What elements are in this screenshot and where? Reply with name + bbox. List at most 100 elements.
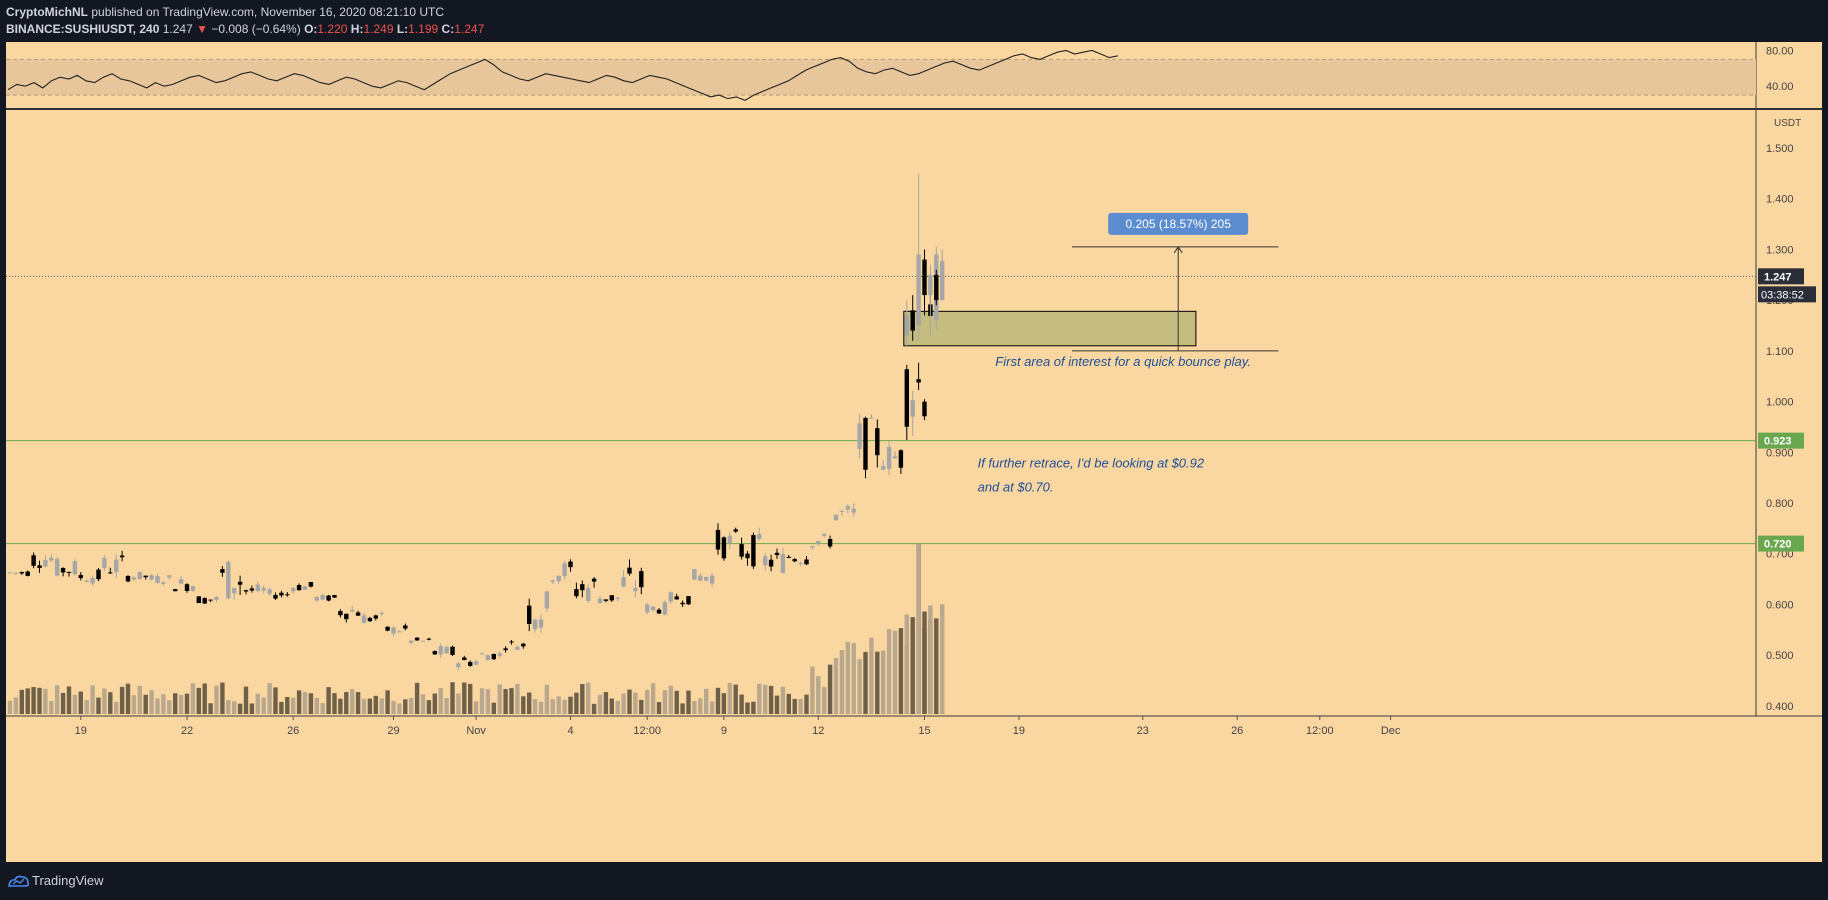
volume-bar [78, 691, 83, 714]
volume-bar [591, 703, 597, 714]
price-tick-label: 0.500 [1766, 650, 1794, 662]
candle-body [456, 663, 461, 668]
candle-body [621, 577, 626, 587]
volume-bar [361, 698, 367, 714]
volume-bar [226, 700, 231, 714]
volume-bar [37, 687, 42, 714]
candle-body [66, 571, 72, 573]
candle-body [580, 584, 585, 591]
volume-bar [881, 650, 886, 714]
candle-body [934, 274, 939, 301]
time-tick-label: Nov [466, 725, 486, 737]
open-value: 1.220 [317, 22, 348, 36]
volume-bar [615, 700, 620, 714]
candle-body [473, 661, 479, 665]
volume-bar [639, 699, 644, 714]
candle-body [509, 641, 514, 643]
volume-bar [184, 693, 190, 714]
volume-bar [438, 688, 443, 714]
volume-bar [426, 700, 432, 714]
volume-bar [509, 688, 514, 714]
volume-bar [202, 683, 207, 714]
volume-bar [13, 697, 19, 714]
volume-bar [521, 696, 526, 714]
author-name[interactable]: CryptoMichNL [6, 5, 88, 19]
candle-body [798, 563, 803, 565]
volume-bar [934, 618, 939, 714]
volume-bar [845, 642, 850, 714]
candle-body [255, 584, 260, 592]
candle-body [822, 534, 827, 536]
candle-body [556, 575, 561, 582]
volume-bar [108, 692, 113, 714]
tradingview-brand[interactable]: TradingView [32, 873, 104, 888]
time-tick-label: 26 [1231, 725, 1243, 737]
time-tick-label: Dec [1381, 725, 1401, 737]
volume-bar [243, 686, 249, 714]
candle-body [863, 417, 868, 470]
volume-bar [285, 697, 290, 714]
candle-body [892, 456, 898, 459]
volume-bar [409, 698, 414, 714]
candle-body [137, 571, 142, 579]
volume-bar [786, 693, 791, 714]
candle-body [403, 625, 408, 629]
candle-body [409, 640, 414, 643]
candle-body [190, 586, 196, 591]
volume-bar [686, 690, 691, 714]
volume-bar [344, 692, 349, 714]
volume-bar [462, 682, 467, 714]
candle-body [373, 615, 378, 619]
volume-bar [603, 692, 609, 714]
close-label: C: [441, 22, 455, 36]
volume-bar [308, 693, 314, 714]
price-tick-label: 1.400 [1766, 194, 1794, 206]
tradingview-logo-icon[interactable] [8, 874, 30, 888]
volume-bar [473, 701, 479, 714]
volume-bar [674, 690, 679, 714]
candle-body [827, 539, 833, 547]
candle-body [650, 606, 656, 611]
volume-bar [296, 690, 302, 714]
high-label: H: [350, 22, 364, 36]
volume-bar [237, 703, 243, 714]
publish-line: CryptoMichNL published on TradingView.co… [6, 5, 444, 19]
annotation-text: and at $0.70. [978, 479, 1054, 494]
candle-body [662, 602, 668, 615]
candle-body [149, 575, 154, 580]
volume-bar [173, 693, 178, 714]
candle-body [745, 553, 750, 559]
chart-header: CryptoMichNL published on TradingView.co… [0, 0, 1828, 42]
time-tick-label: 12:00 [1306, 725, 1334, 737]
candle-body [904, 315, 909, 336]
candle-body [639, 571, 644, 588]
chart-canvas[interactable]: 80.0040.00USDT1.5001.4001.3001.2001.1001… [0, 42, 1828, 862]
volume-bar [839, 650, 845, 714]
candle-body [279, 592, 284, 596]
volume-bar [125, 683, 131, 714]
volume-bar [332, 693, 337, 714]
candle-body [414, 637, 420, 641]
volume-bar [444, 697, 449, 714]
candle-body [851, 508, 856, 513]
volume-bar [302, 692, 308, 714]
candle-body [869, 417, 874, 419]
volume-bar [680, 703, 685, 714]
volume-bar [7, 700, 13, 714]
volume-bar [49, 701, 54, 714]
volume-bar [940, 610, 945, 714]
candle-body [55, 559, 60, 576]
candle-body [444, 647, 449, 654]
candle-body [544, 591, 550, 609]
candle-body [904, 369, 909, 427]
candle-body [928, 274, 933, 296]
candle-body [550, 580, 555, 583]
volume-bar [503, 689, 508, 714]
candle-body [426, 638, 432, 640]
candle-body [886, 446, 892, 469]
time-tick-label: 22 [181, 725, 193, 737]
volume-bar [279, 701, 284, 714]
price-change: −0.008 (−0.64%) [211, 22, 301, 36]
volume-bar [792, 698, 797, 714]
rsi-tick-label: 40.00 [1766, 81, 1794, 93]
